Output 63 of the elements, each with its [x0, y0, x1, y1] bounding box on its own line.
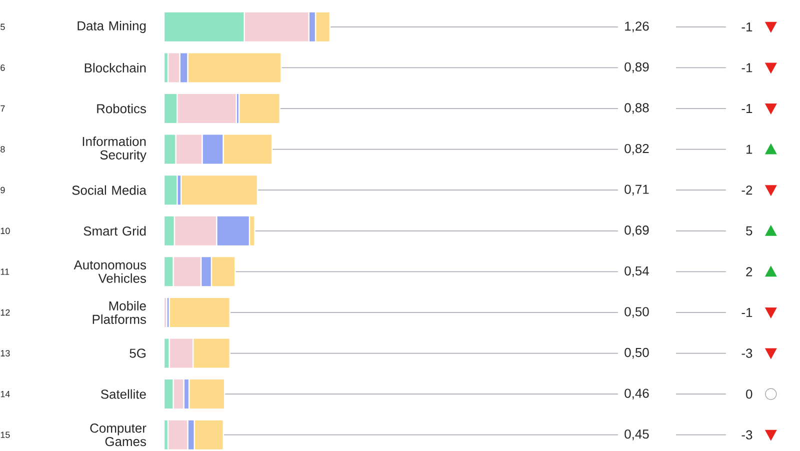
text: 0,45: [624, 430, 649, 440]
bar: [222, 134, 273, 166]
text: 0,50: [624, 348, 649, 359]
text: 12: [0, 310, 10, 316]
bar: [238, 93, 280, 124]
text: -3: [742, 348, 752, 358]
text: 0: [746, 390, 752, 399]
text: 11: [0, 268, 10, 275]
text: 2: [746, 267, 752, 276]
y-tick-label: Mobile Platforms: [92, 301, 146, 324]
bar: [210, 256, 236, 288]
bar: [194, 419, 224, 451]
bar: [216, 215, 250, 247]
text: -2: [742, 186, 752, 195]
text: 8: [0, 146, 5, 153]
y-tick-label: Satellite: [100, 390, 146, 400]
y-tick-label: Smart Grid: [84, 226, 146, 236]
text: 5: [746, 226, 752, 236]
text: 1,26: [625, 22, 649, 33]
bar: [163, 11, 245, 43]
text: 0,89: [624, 62, 649, 74]
text: -1: [742, 22, 752, 32]
text: 10: [0, 228, 10, 234]
bar: [314, 11, 331, 43]
bar: [167, 419, 188, 451]
bar: [176, 93, 237, 124]
bar: [168, 297, 230, 328]
y-tick-label: Information Security: [82, 136, 146, 162]
y-tick-label: Computer Games: [90, 424, 146, 446]
text: 13: [0, 350, 10, 357]
text: 1: [746, 145, 752, 154]
bar: [192, 338, 230, 370]
bar: [180, 174, 258, 206]
text: -1: [742, 308, 752, 318]
text: 0,50: [624, 307, 649, 318]
text: 0,71: [624, 184, 649, 196]
bar: [174, 215, 218, 247]
text: -1: [742, 104, 752, 114]
text: 0,82: [624, 144, 649, 155]
y-tick-label: Robotics: [97, 104, 146, 114]
text: 14: [0, 391, 10, 398]
text: 0,88: [624, 103, 649, 114]
y-tick-label: 5G: [130, 348, 146, 358]
bar: [188, 378, 226, 410]
text: 6: [0, 64, 5, 72]
text: 5: [0, 24, 5, 30]
bar: [187, 52, 282, 84]
bar: [175, 134, 203, 166]
text: 0,69: [624, 226, 649, 236]
bar: [244, 11, 310, 43]
text: 0,54: [624, 266, 649, 278]
y-tick-label: Blockchain: [84, 63, 146, 73]
y-tick-label: Data Mining: [78, 21, 146, 34]
text: 9: [0, 187, 5, 194]
y-tick-label: Autonomous Vehicles: [74, 260, 146, 284]
text: -3: [742, 430, 752, 440]
text: 15: [0, 432, 10, 438]
y-tick-label: Social Media: [72, 186, 146, 196]
bar: [168, 338, 194, 370]
bar: [172, 256, 202, 288]
text: -1: [742, 64, 752, 72]
text: 0,46: [624, 388, 649, 400]
text: 7: [0, 106, 5, 112]
